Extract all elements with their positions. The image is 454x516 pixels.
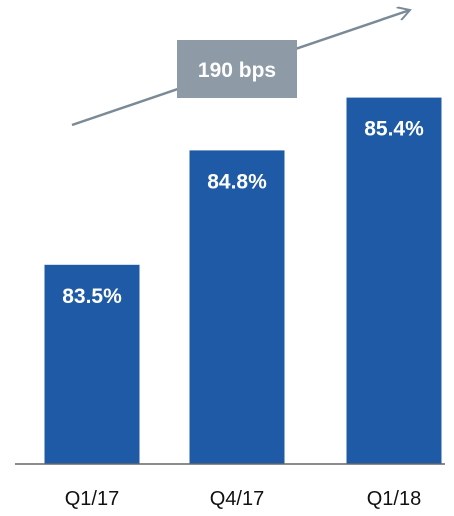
bar-q4-17 [189,150,285,464]
category-label: Q1/18 [367,488,421,510]
bar-value-label: 85.4% [364,118,424,141]
category-label: Q1/17 [65,488,119,510]
category-labels: Q1/17 Q4/17 Q1/18 [65,488,421,510]
bars-group: 83.5% 84.8% 85.4% [44,97,442,464]
callout-label: 190 bps [198,59,276,82]
bar-value-label: 84.8% [207,170,267,193]
bar-q1-17 [44,264,140,464]
callout-box [177,40,297,98]
bar-value-label: 83.5% [62,285,122,308]
bar-q1-18 [346,97,442,464]
category-label: Q4/17 [210,488,264,510]
